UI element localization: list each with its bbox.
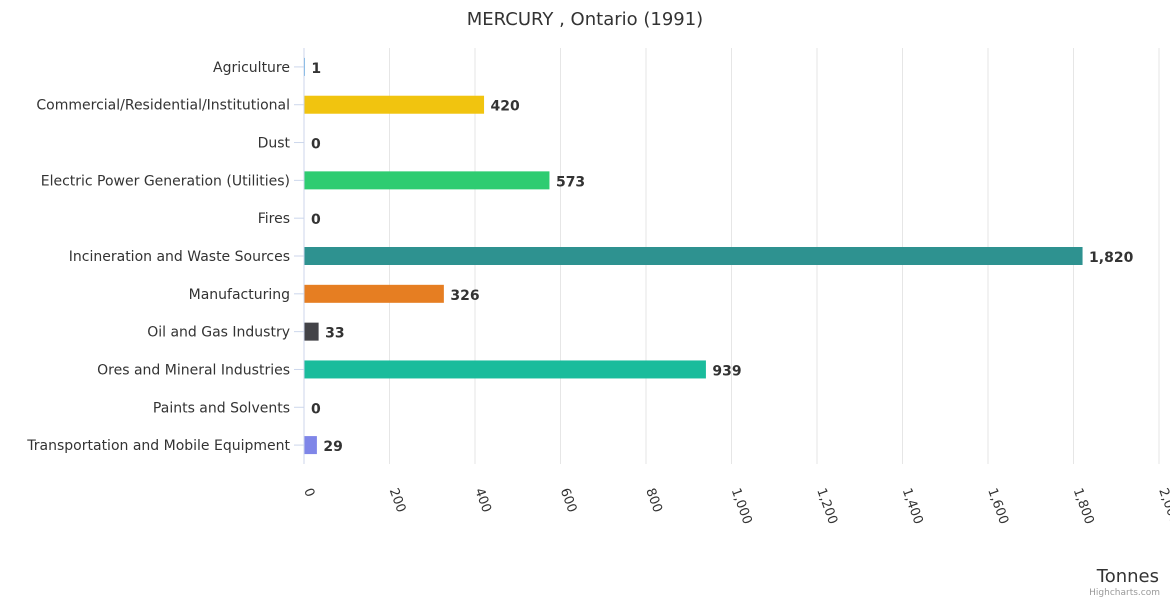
data-label: 0	[311, 137, 321, 153]
data-label: 420	[491, 99, 520, 115]
category-label: Oil and Gas Industry	[147, 325, 290, 341]
bar	[305, 171, 550, 189]
bar	[305, 323, 319, 341]
data-label: 1,820	[1089, 250, 1134, 266]
data-label: 326	[450, 288, 479, 304]
x-tick-label: 1,200	[813, 486, 840, 526]
x-tick-label: 600	[557, 486, 580, 514]
data-label: 0	[311, 401, 321, 417]
category-label: Ores and Mineral Industries	[97, 362, 290, 378]
x-tick-label: 800	[642, 486, 665, 514]
x-tick-label: 1,000	[728, 486, 755, 526]
category-label: Incineration and Waste Sources	[69, 249, 290, 265]
bar	[305, 436, 317, 454]
x-tick-label: 2,000	[1155, 486, 1170, 526]
x-tick-label: 1,600	[984, 486, 1011, 526]
bar	[305, 360, 706, 378]
category-label: Commercial/Residential/Institutional	[36, 98, 290, 114]
category-label: Paints and Solvents	[153, 400, 290, 416]
data-label: 573	[556, 174, 585, 190]
x-axis-title: Tonnes	[1096, 566, 1159, 587]
credits-link[interactable]: Highcharts.com	[1089, 588, 1160, 598]
category-label: Transportation and Mobile Equipment	[26, 438, 290, 454]
category-label: Electric Power Generation (Utilities)	[41, 173, 290, 189]
category-label: Agriculture	[213, 60, 290, 76]
data-label: 33	[325, 326, 344, 342]
category-label: Manufacturing	[189, 287, 290, 303]
x-tick-label: 1,400	[899, 486, 926, 526]
bar	[305, 96, 485, 114]
x-tick-label: 0	[300, 486, 317, 499]
data-label: 0	[311, 212, 321, 228]
bar	[305, 285, 444, 303]
bar	[305, 247, 1083, 265]
x-tick-label: 400	[471, 486, 494, 514]
data-label: 939	[712, 363, 741, 379]
category-label: Dust	[258, 136, 291, 152]
chart-title: MERCURY , Ontario (1991)	[467, 9, 703, 30]
x-tick-label: 200	[386, 486, 409, 514]
category-label: Fires	[258, 211, 290, 227]
data-label: 1	[311, 61, 321, 77]
data-label: 29	[323, 439, 342, 455]
x-tick-label: 1,800	[1070, 486, 1097, 526]
